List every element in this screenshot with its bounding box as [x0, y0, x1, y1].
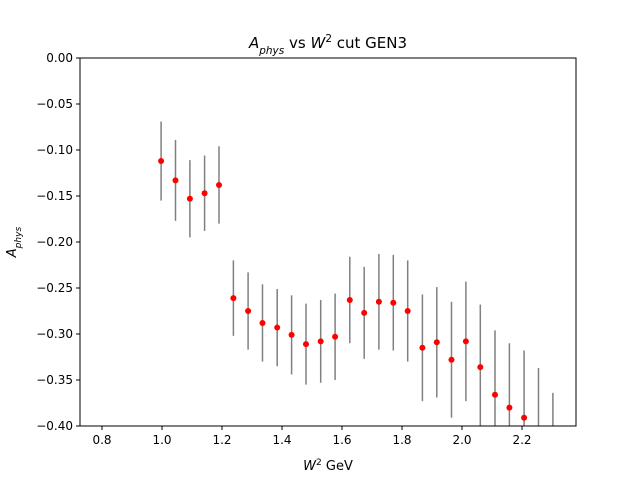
data-point — [419, 344, 426, 351]
xlabel-part: W — [303, 459, 317, 474]
data-point — [491, 391, 498, 398]
x-tick-label: 2.2 — [512, 433, 531, 447]
y-axis-label: Aphys — [5, 226, 24, 258]
data-point — [230, 295, 237, 302]
data-point — [477, 364, 484, 371]
data-point — [346, 296, 353, 303]
data-point — [462, 338, 469, 345]
title-part: A — [248, 34, 259, 52]
x-axis-label: W2 GeV — [303, 458, 353, 474]
xlabel-part: 2 — [316, 458, 322, 468]
data-point — [245, 308, 252, 314]
ylabel-part: phys — [14, 226, 24, 249]
x-tick-label: 1.2 — [212, 433, 231, 447]
data-point — [433, 339, 440, 346]
title-part: phys — [258, 45, 285, 57]
plot-area — [158, 121, 554, 426]
title-part: cut GEN3 — [332, 34, 407, 52]
y-tick-label: −0.20 — [36, 235, 73, 249]
x-tick-label: 1.8 — [392, 433, 411, 447]
data-point — [404, 308, 411, 314]
y-tick-label: −0.25 — [36, 281, 73, 295]
chart-title: Aphys vs W2 cut GEN3 — [248, 33, 407, 57]
ylabel-part: A — [5, 248, 20, 258]
data-point — [215, 181, 222, 188]
data-point — [448, 356, 455, 363]
y-tick-label: −0.05 — [36, 97, 73, 111]
data-point — [172, 177, 179, 184]
y-tick-label: −0.40 — [36, 419, 73, 433]
x-tick-label: 1.0 — [152, 433, 171, 447]
data-point — [259, 319, 266, 326]
data-point — [302, 341, 309, 348]
data-point — [317, 338, 324, 345]
data-point — [288, 331, 295, 338]
data-point — [201, 190, 208, 197]
data-point — [274, 324, 281, 331]
y-tick-label: −0.15 — [36, 189, 73, 203]
title-part: vs — [284, 34, 310, 52]
data-point — [506, 404, 513, 411]
data-point — [361, 309, 368, 316]
data-point — [390, 299, 397, 306]
y-tick-label: −0.35 — [36, 373, 73, 387]
data-point — [158, 158, 165, 165]
xlabel-part: GeV — [322, 459, 353, 474]
title-part: W — [310, 34, 326, 52]
data-point — [332, 333, 339, 340]
x-tick-label: 1.4 — [272, 433, 291, 447]
y-tick-label: 0.00 — [46, 51, 73, 65]
x-tick-label: 1.6 — [332, 433, 351, 447]
x-tick-label: 0.8 — [92, 433, 111, 447]
x-tick-label: 2.0 — [452, 433, 471, 447]
data-point — [521, 414, 528, 421]
y-tick-label: −0.10 — [36, 143, 73, 157]
data-point — [375, 298, 382, 305]
data-point — [186, 195, 193, 202]
y-tick-label: −0.30 — [36, 327, 73, 341]
title-part: 2 — [325, 33, 332, 45]
